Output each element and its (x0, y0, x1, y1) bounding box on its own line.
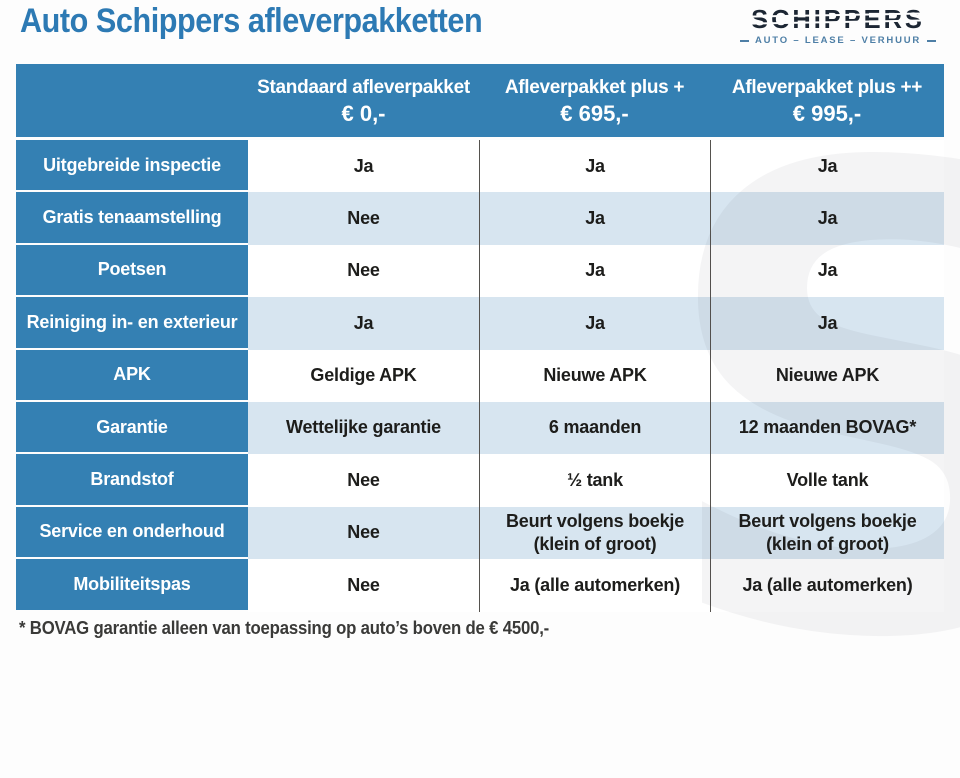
logo-tagline: AUTO – LEASE – VERHUUR (740, 35, 936, 46)
table-cell: Ja (248, 297, 479, 350)
table-corner-cell (16, 64, 248, 140)
table-cell: Ja (710, 140, 944, 193)
table-cell: Ja (710, 244, 944, 298)
logo-wordmark-text: SCHIPPERS (751, 4, 925, 34)
row-label: Uitgebreide inspectie (16, 140, 248, 193)
column-price: € 0,- (341, 100, 386, 126)
table-cell: Ja (alle automerken) (479, 559, 710, 612)
logo-wordmark: SCHIPPERS (741, 4, 935, 34)
bovag-footnote: * BOVAG garantie alleen van toepassing o… (19, 618, 550, 638)
column-header-standaard: Standaard afleverpakket € 0,- (248, 64, 479, 140)
tagline-rule-right (927, 39, 936, 42)
table-cell: Nee (248, 506, 479, 560)
table-cell: Ja (710, 297, 944, 350)
table-cell: Volle tank (710, 454, 944, 507)
table-cell: ½ tank (479, 454, 710, 507)
table-cell: Geldige APK (248, 349, 479, 402)
table-cell: Ja (479, 244, 710, 298)
row-label: Brandstof (16, 454, 248, 507)
row-label: Garantie (16, 401, 248, 455)
row-label: APK (16, 349, 248, 402)
table-cell: 12 maanden BOVAG* (710, 401, 944, 455)
table-cell: Ja (alle automerken) (710, 559, 944, 612)
table-cell: Ja (479, 297, 710, 350)
page-title: Auto Schippers afleverpakketten (20, 2, 483, 40)
table-cell: Nieuwe APK (479, 349, 710, 402)
column-title: Standaard afleverpakket (257, 76, 470, 98)
table-cell: Ja (479, 140, 710, 193)
column-header-plus: Afleverpakket plus + € 695,- (479, 64, 710, 140)
packages-table: Standaard afleverpakket € 0,- Afleverpak… (16, 64, 944, 612)
table-cell: Wettelijke garantie (248, 401, 479, 455)
table-cell: Beurt volgens boekje (klein of groot) (710, 506, 944, 560)
column-title: Afleverpakket plus + (504, 76, 685, 98)
tagline-rule-left (740, 39, 749, 42)
table-cell: Ja (479, 192, 710, 245)
row-label: Poetsen (16, 244, 248, 298)
table-cell: Ja (710, 192, 944, 245)
schippers-logo: SCHIPPERS AUTO – LEASE – VERHUUR (740, 6, 936, 46)
column-header-plusplus: Afleverpakket plus ++ € 995,- (710, 64, 944, 140)
table-cell: 6 maanden (479, 401, 710, 455)
tagline-text: AUTO – LEASE – VERHUUR (754, 35, 922, 46)
row-label: Mobiliteitspas (16, 559, 248, 612)
table-cell: Nee (248, 559, 479, 612)
row-label: Reiniging in- en exterieur (16, 297, 248, 350)
row-label: Service en onderhoud (16, 506, 248, 560)
table-cell: Ja (248, 140, 479, 193)
table-cell: Beurt volgens boekje (klein of groot) (479, 506, 710, 560)
row-label: Gratis tenaamstelling (16, 192, 248, 245)
table-cell: Nieuwe APK (710, 349, 944, 402)
table-cell: Nee (248, 244, 479, 298)
column-price: € 695,- (560, 100, 629, 126)
column-price: € 995,- (792, 100, 862, 126)
table-cell: Nee (248, 192, 479, 245)
table-cell: Nee (248, 454, 479, 507)
column-title: Afleverpakket plus ++ (731, 76, 923, 98)
